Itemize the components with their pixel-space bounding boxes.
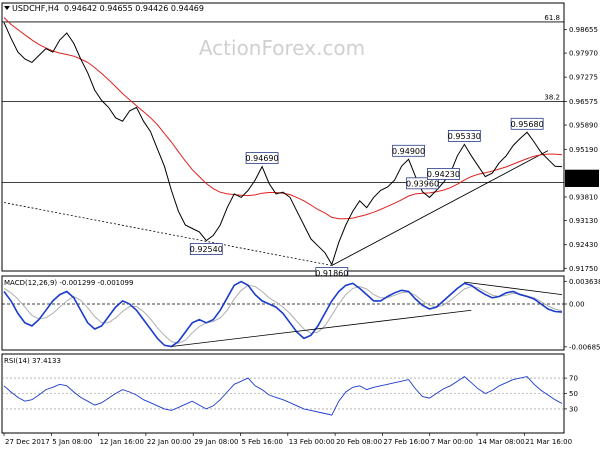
price-level-label: 61.8 xyxy=(544,14,560,22)
price-annotation-label: 0.95330 xyxy=(448,132,481,141)
price-tag-label: 0.94469 xyxy=(567,171,596,179)
rsi-title: RSI(14) 37.4133 xyxy=(4,357,61,365)
price-tick-label: 0.95890 xyxy=(569,122,598,130)
x-tick-label: 7 Mar 00:00 xyxy=(431,438,473,446)
macd-tick-label: 0.00 xyxy=(569,301,585,309)
moving-average-line xyxy=(3,17,563,220)
rsi-series xyxy=(3,376,563,416)
price-line xyxy=(3,22,563,266)
macd-trendlines xyxy=(171,281,563,347)
price-tick-label: 0.92430 xyxy=(569,241,598,249)
rsi-y-axis: 70 50 30 xyxy=(564,375,578,413)
price-tick-label: 0.97275 xyxy=(569,74,598,82)
price-annotation-box xyxy=(189,243,223,255)
x-tick-label: 21 Mar 16:00 xyxy=(525,438,572,446)
price-tag-box xyxy=(565,177,599,187)
price-series xyxy=(3,17,563,266)
macd-falling-trendline xyxy=(464,281,563,296)
price-tick-label: 0.96575 xyxy=(569,98,598,106)
x-tick-label: 27 Dec 2017 xyxy=(5,438,50,446)
price-annotation-box xyxy=(447,130,481,142)
chart-symbol: USDCHF,H4 xyxy=(12,4,59,13)
x-tick-label: 27 Feb 16:00 xyxy=(383,438,429,446)
x-tick-label: 29 Jan 08:00 xyxy=(194,438,238,446)
price-annotation-label: 0.91860 xyxy=(315,269,348,278)
chart-ohlc: 0.94642 0.94655 0.94426 0.94469 xyxy=(64,4,204,13)
price-tick-label: 0.91750 xyxy=(569,265,598,273)
price-tick-label: 0.97970 xyxy=(569,50,598,58)
price-panel: ActionForex.com USDCHF,H4 0.94642 0.9465… xyxy=(1,2,599,279)
price-level-label: 38.2 xyxy=(544,93,560,101)
price-tick-label: 0.93130 xyxy=(569,217,598,225)
macd-panel: MACD(12,26,9) -0.001299 -0.001099 0.0036… xyxy=(1,275,600,351)
price-levels: 61.8 38.2 xyxy=(2,14,564,183)
rsi-tick-label: 30 xyxy=(569,405,578,413)
price-trendlines xyxy=(3,150,549,266)
macd-rising-trendline xyxy=(171,309,472,347)
rising-trendline xyxy=(331,150,549,266)
macd-tick-label: 0.003638 xyxy=(569,278,600,286)
rsi-tick-label: 50 xyxy=(569,390,578,398)
price-tick-label: 0.95190 xyxy=(569,146,598,154)
macd-signal-line xyxy=(3,284,563,344)
price-annotation-label: 0.94230 xyxy=(427,170,460,179)
price-annotation-label: 0.94900 xyxy=(392,147,425,156)
macd-title: MACD(12,26,9) -0.001299 -0.001099 xyxy=(4,279,133,287)
price-annotation-label: 0.94690 xyxy=(246,154,279,163)
x-tick-label: 13 Feb 00:00 xyxy=(289,438,335,446)
x-tick-label: 12 Jan 16:00 xyxy=(100,438,144,446)
price-annotation-box xyxy=(392,144,425,157)
rsi-line xyxy=(3,376,563,416)
x-tick-label: 20 Feb 08:00 xyxy=(336,438,382,446)
price-annotation-box xyxy=(427,168,460,180)
price-annotation-box xyxy=(510,117,544,130)
rsi-tick-label: 70 xyxy=(569,375,578,383)
price-tag-label: 0.94230 xyxy=(567,179,596,187)
macd-y-axis: 0.003638 0.00 -0.006858 xyxy=(564,278,600,351)
macd-series xyxy=(3,280,563,348)
price-tag-box xyxy=(565,169,599,179)
price-annotation-box xyxy=(406,177,439,190)
price-annotation-box xyxy=(245,152,279,164)
price-annotation-label: 0.93960 xyxy=(406,179,439,188)
price-tick-label: 0.98655 xyxy=(569,26,598,34)
x-tick-label: 5 Feb 16:00 xyxy=(242,438,283,446)
price-annotation-label: 0.92540 xyxy=(190,245,223,254)
x-tick-label: 22 Jan 00:00 xyxy=(147,438,191,446)
macd-tick-label: -0.006858 xyxy=(569,343,600,351)
watermark: ActionForex.com xyxy=(199,36,365,60)
x-tick-label: 5 Jan 08:00 xyxy=(52,438,92,446)
price-tick-label: 0.93810 xyxy=(569,194,598,202)
price-y-axis: 0.98655 0.97970 0.97275 0.96575 0.95890 0.951… xyxy=(564,26,599,273)
price-annotation-label: 0.95680 xyxy=(511,120,544,129)
x-tick-label: 14 Mar 08:00 xyxy=(478,438,525,446)
price-annotations: 0.94690 0.92540 0.91860 0.94900 0.939600.942… xyxy=(189,117,544,279)
rsi-levels xyxy=(2,377,564,410)
rsi-panel: RSI(14) 37.4133 70 50 30 xyxy=(1,353,578,434)
header-dropdown-icon[interactable] xyxy=(4,6,10,10)
macd-main-line xyxy=(3,280,563,348)
x-axis: 27 Dec 2017 5 Jan 08:00 12 Jan 16:00 22 Jan… xyxy=(3,433,572,446)
